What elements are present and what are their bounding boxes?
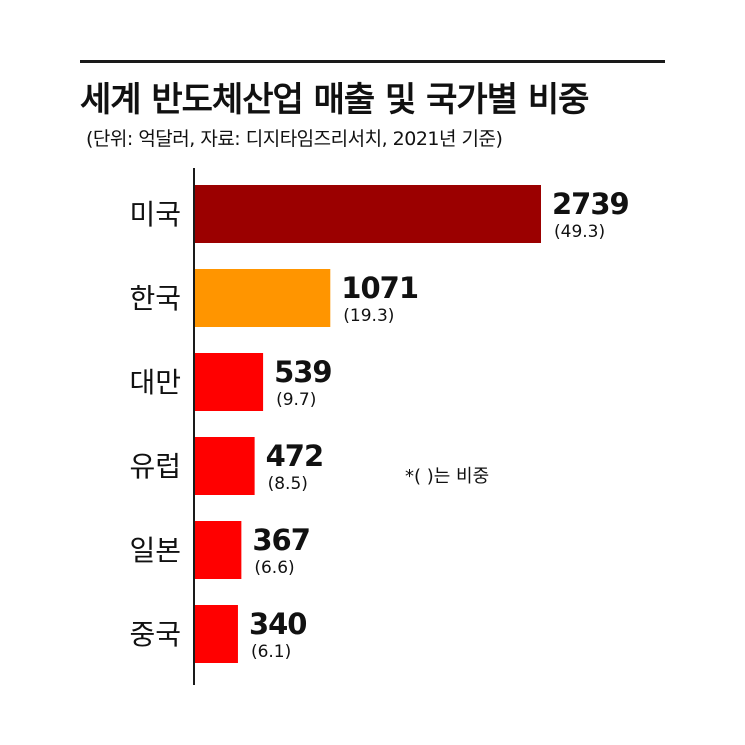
- bar-value-label: 340: [249, 607, 307, 641]
- bar-value-label: 2739: [552, 187, 629, 221]
- bar-value-label: 539: [274, 355, 332, 389]
- bar-value-label: 472: [266, 439, 324, 473]
- category-label: 중국: [129, 618, 181, 651]
- chart-subtitle: (단위: 억달러, 자료: 디지타임즈리서치, 2021년 기준): [86, 128, 503, 150]
- bar-share-label: (6.6): [254, 558, 294, 578]
- bar-share-label: (19.3): [343, 306, 394, 326]
- bar-share-label: (6.1): [251, 642, 291, 662]
- category-label: 한국: [129, 282, 181, 315]
- category-label: 유럽: [129, 450, 181, 483]
- bar: [195, 437, 255, 495]
- bar-share-label: (49.3): [554, 222, 605, 242]
- bar-share-label: (8.5): [268, 474, 308, 494]
- bar: [195, 269, 331, 327]
- top-rule: [80, 60, 665, 63]
- bar-share-label: (9.7): [276, 390, 316, 410]
- category-label: 일본: [129, 534, 181, 567]
- bar: [195, 605, 238, 663]
- share-note: *( )는 비중: [405, 466, 490, 487]
- category-label: 미국: [129, 198, 181, 231]
- chart-title: 세계 반도체산업 매출 및 국가별 비중: [80, 80, 589, 120]
- bar-value-label: 1071: [341, 271, 418, 305]
- bar: [195, 353, 264, 411]
- category-label: 대만: [129, 366, 181, 399]
- bar: [195, 185, 541, 243]
- bar-value-label: 367: [252, 523, 310, 557]
- bar: [195, 521, 242, 579]
